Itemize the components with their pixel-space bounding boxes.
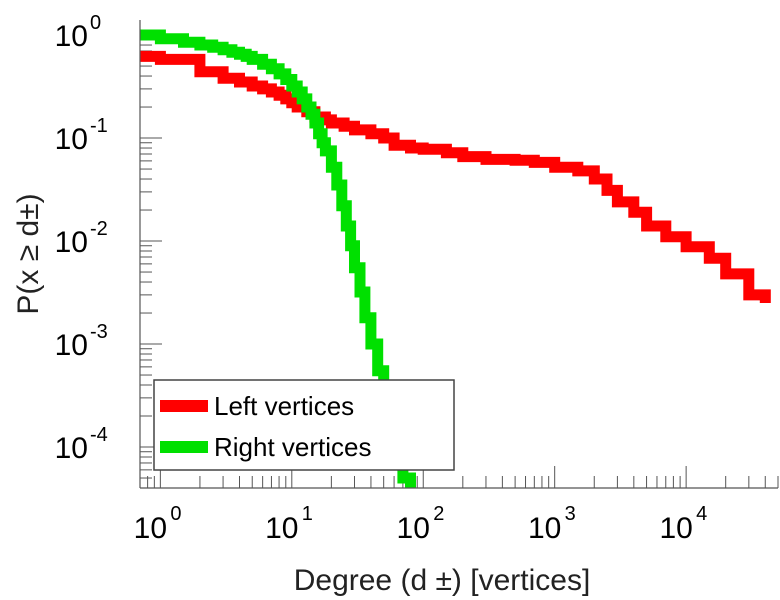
legend-box — [153, 379, 455, 471]
y-tick-label: 10 -4 — [55, 424, 108, 465]
axes-layer — [139, 20, 778, 489]
legend: Left vertices Right vertices — [153, 379, 455, 471]
x-tick-label: 10 0 — [134, 503, 182, 545]
y-tick-base: 10 — [55, 20, 88, 53]
y-tick-label: 10 -2 — [55, 218, 108, 259]
y-tick-label: 10 -3 — [55, 321, 108, 362]
x-tick-labels: 10 0 10 1 10 2 10 3 10 4 — [134, 503, 708, 545]
x-tick-label: 10 3 — [528, 503, 576, 545]
y-tick-base: 10 — [55, 226, 88, 259]
y-tick-base: 10 — [55, 123, 88, 156]
y-tick-exponent: 0 — [90, 12, 101, 34]
x-tick-base: 10 — [265, 512, 298, 545]
y-tick-exponent: -2 — [90, 218, 108, 240]
x-tick-exponent: 4 — [696, 503, 707, 525]
y-tick-base: 10 — [55, 329, 88, 362]
x-tick-exponent: 2 — [433, 503, 444, 525]
x-tick-base: 10 — [134, 512, 167, 545]
x-tick-label: 10 1 — [265, 503, 313, 545]
y-tick-exponent: -1 — [90, 115, 108, 137]
x-tick-base: 10 — [659, 512, 692, 545]
y-tick-exponent: -4 — [90, 424, 108, 446]
x-tick-base: 10 — [528, 512, 561, 545]
y-tick-base: 10 — [55, 432, 88, 465]
x-tick-exponent: 0 — [170, 503, 181, 525]
y-tick-label: 10 -1 — [55, 115, 108, 156]
legend-label-left-vertices: Left vertices — [214, 391, 354, 421]
x-tick-label: 10 4 — [659, 503, 707, 545]
legend-label-right-vertices: Right vertices — [214, 432, 372, 462]
y-tick-exponent: -3 — [90, 321, 108, 343]
series-layer — [140, 29, 771, 488]
y-axis-label: P(x ≥ d±) — [12, 193, 45, 314]
x-tick-exponent: 3 — [565, 503, 576, 525]
x-tick-label: 10 2 — [397, 503, 445, 545]
series-line-right-vertices — [140, 29, 416, 488]
x-axis-label: Degree (d ±) [vertices] — [294, 564, 591, 597]
x-tick-base: 10 — [397, 512, 430, 545]
series-line-left-vertices — [140, 50, 771, 303]
y-tick-label: 10 0 — [55, 12, 102, 53]
x-tick-exponent: 1 — [302, 503, 313, 525]
